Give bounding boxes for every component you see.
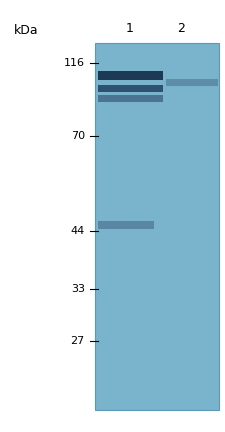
Text: 70: 70: [70, 131, 84, 141]
Bar: [98, 221, 153, 229]
Text: kDa: kDa: [14, 24, 38, 37]
Text: 116: 116: [63, 57, 84, 68]
Bar: [98, 71, 162, 80]
Bar: [98, 85, 162, 92]
Text: 2: 2: [176, 22, 184, 35]
Bar: [165, 79, 217, 86]
Bar: [98, 95, 162, 102]
Text: 27: 27: [70, 336, 84, 346]
Text: 33: 33: [70, 284, 84, 295]
Text: 44: 44: [70, 226, 84, 236]
Text: 1: 1: [126, 22, 133, 35]
Bar: [94, 43, 218, 410]
